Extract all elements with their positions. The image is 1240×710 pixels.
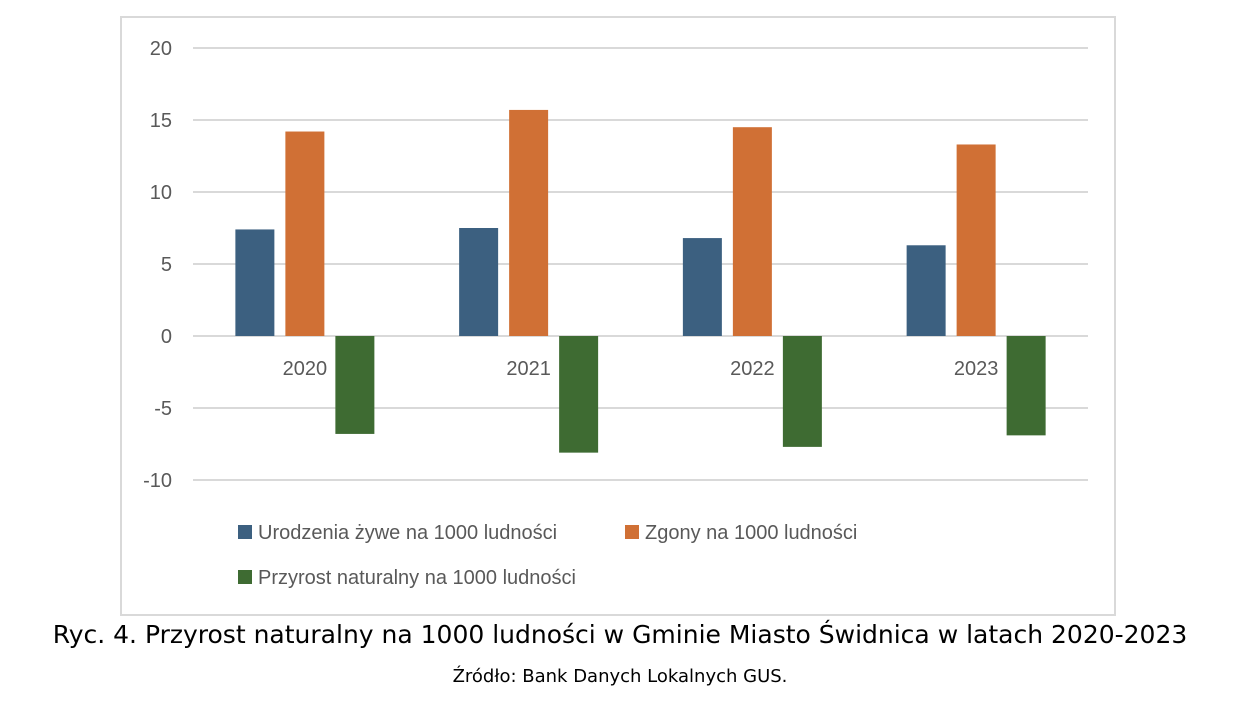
bar [956,144,996,336]
y-tick-label: 5 [161,254,172,276]
bar-chart: 20 15 10 5 0 -5 -10 2020 2021 2022 2023 Urodzenia… [143,38,1088,589]
bar [1006,336,1046,436]
bar [459,228,499,336]
bar [732,127,772,336]
bar [509,109,549,336]
legend-swatch [238,525,252,539]
y-tick-label: 10 [150,182,172,204]
legend-swatch [238,570,252,584]
legend-label: Przyrost naturalny na 1000 ludności [258,567,576,589]
legend: Urodzenia żywe na 1000 ludności Zgony na … [238,522,857,589]
legend-label: Zgony na 1000 ludności [645,522,857,544]
x-axis-ticks: 2020 2021 2022 2023 [283,358,999,380]
bar [682,238,722,336]
bar [782,336,822,447]
bar [235,229,275,336]
x-tick-label: 2022 [730,358,775,380]
bar [559,336,599,453]
bar [335,336,375,434]
x-tick-label: 2020 [283,358,328,380]
figure-caption: Ryc. 4. Przyrost naturalny na 1000 ludno… [52,620,1188,649]
bar [906,245,946,336]
legend-label: Urodzenia żywe na 1000 ludności [258,522,557,544]
gridlines [193,47,1088,481]
x-tick-label: 2021 [506,358,551,380]
y-tick-label: 15 [150,110,172,132]
y-tick-label: 0 [161,326,172,348]
y-tick-label: -10 [143,470,172,492]
figure-source: Źródło: Bank Danych Lokalnych GUS. [452,666,788,687]
x-tick-label: 2023 [954,358,999,380]
legend-swatch [625,525,639,539]
y-tick-label: 20 [150,38,172,60]
bars [235,109,1046,453]
bar [285,131,325,336]
y-tick-label: -5 [154,398,172,420]
y-axis-ticks: 20 15 10 5 0 -5 -10 [143,38,172,492]
